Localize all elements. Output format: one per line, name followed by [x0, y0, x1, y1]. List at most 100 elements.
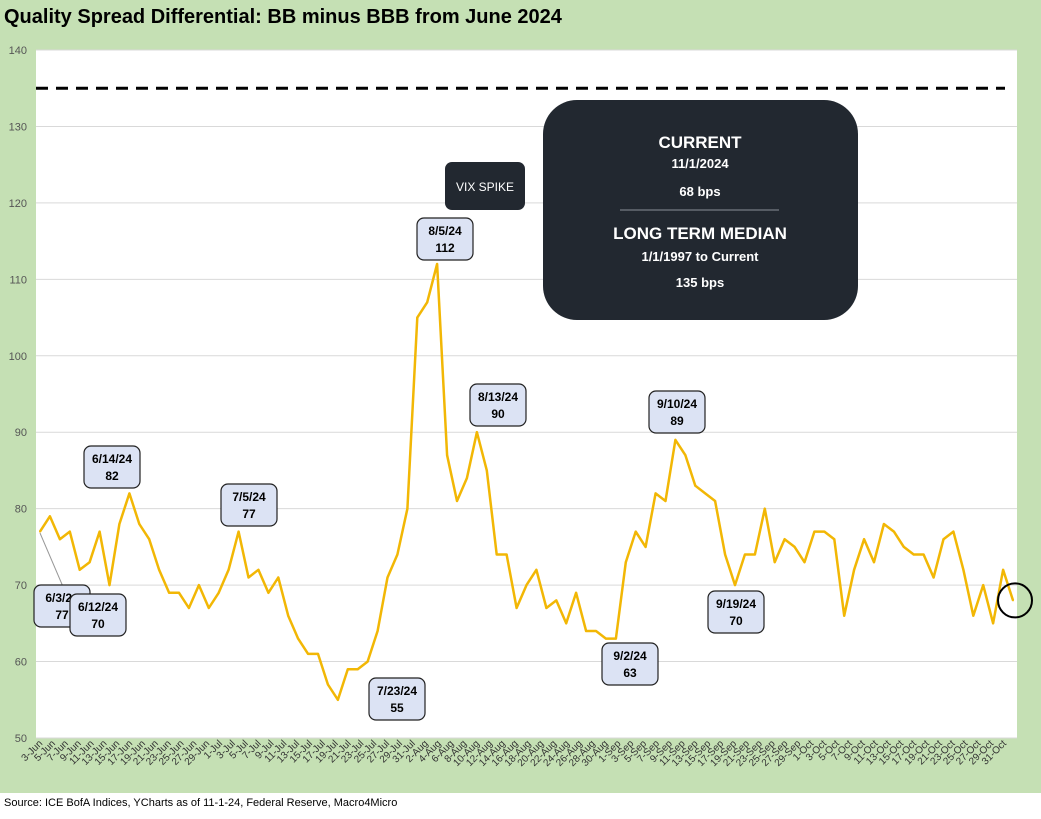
callout-9-19-24: 9/19/24 70 [707, 590, 765, 634]
data-point [187, 607, 190, 610]
data-point [535, 568, 538, 571]
data-point [247, 576, 250, 579]
callout-6-14-24: 6/14/24 82 [83, 445, 141, 489]
data-point [753, 553, 756, 556]
data-point [68, 530, 71, 533]
data-point [297, 637, 300, 640]
callout-value: 63 [623, 666, 637, 680]
callout-date: 7/23/24 [377, 684, 417, 698]
callout-date: 9/2/24 [613, 649, 647, 663]
median-range: 1/1/1997 to Current [641, 249, 759, 264]
data-point [674, 438, 677, 441]
callout-8-5-24: 8/5/24 112 [416, 217, 474, 261]
data-point [475, 431, 478, 434]
data-point [704, 492, 707, 495]
data-point [644, 545, 647, 548]
data-point [39, 530, 41, 533]
median-heading: LONG TERM MEDIAN [613, 224, 787, 243]
current-heading: CURRENT [658, 133, 742, 152]
data-point [982, 584, 985, 587]
data-point [575, 591, 578, 594]
data-point [456, 500, 458, 503]
y-tick-label: 90 [15, 427, 27, 439]
info-panel: CURRENT 11/1/2024 68 bps LONG TERM MEDIA… [543, 100, 858, 320]
callout-value: 112 [435, 241, 455, 255]
data-point [694, 484, 697, 487]
callout-date: 7/5/24 [232, 490, 266, 504]
callout-date: 6/12/24 [78, 600, 118, 614]
data-point [902, 545, 905, 548]
data-point [277, 576, 280, 579]
data-point [267, 591, 270, 594]
data-point [734, 584, 736, 587]
data-point [873, 561, 875, 564]
data-point [952, 530, 955, 533]
data-point [307, 652, 310, 655]
data-point [58, 538, 61, 541]
data-point [684, 454, 687, 457]
callout-value: 82 [105, 469, 119, 483]
data-point [853, 568, 856, 571]
data-point [714, 500, 717, 503]
data-point [366, 660, 369, 663]
data-point [972, 614, 975, 617]
data-callouts: 6/3/24776/12/24706/14/24827/5/24777/23/2… [33, 217, 765, 721]
data-point [912, 553, 915, 556]
data-point [88, 561, 91, 564]
x-axis-ticks: 3-Jun5-Jun7-Jun9-Jun11-Jun13-Jun15-Jun17… [20, 738, 1009, 769]
data-point [158, 568, 161, 571]
data-point [485, 469, 488, 472]
data-point [843, 614, 846, 617]
y-tick-label: 80 [15, 504, 27, 516]
data-point [555, 599, 558, 602]
vix-spike-text: VIX SPIKE [456, 180, 514, 194]
data-point [426, 301, 429, 304]
data-point [78, 568, 81, 571]
callout-date: 8/13/24 [478, 390, 518, 404]
callout-6-12-24: 6/12/24 70 [69, 593, 127, 637]
callout-value: 77 [55, 608, 69, 622]
data-point [773, 561, 776, 564]
y-tick-label: 120 [9, 198, 27, 210]
data-point [882, 522, 885, 525]
data-point [436, 263, 439, 266]
current-value: 68 bps [679, 184, 720, 199]
data-point [446, 454, 449, 457]
data-point [98, 530, 101, 533]
data-point [525, 584, 528, 587]
callout-9-2-24: 9/2/24 63 [601, 642, 659, 686]
series-points [39, 263, 1014, 701]
data-point [197, 584, 200, 587]
data-point [1012, 599, 1014, 602]
data-point [237, 530, 240, 533]
data-point [585, 629, 588, 632]
data-point [257, 568, 260, 571]
data-point [545, 607, 548, 610]
data-point [783, 538, 786, 541]
source-note: Source: ICE BofA Indices, YCharts as of … [4, 797, 398, 809]
chart-title: Quality Spread Differential: BB minus BB… [4, 6, 562, 28]
data-point [465, 477, 468, 480]
data-point [942, 538, 945, 541]
callout-value: 55 [390, 701, 404, 715]
callout-date: 9/19/24 [716, 597, 756, 611]
vix-spike-label: VIX SPIKE [445, 162, 525, 210]
data-point [168, 591, 171, 594]
data-point [743, 553, 746, 556]
data-point [138, 522, 141, 525]
callout-7-23-24: 7/23/24 55 [368, 677, 426, 721]
callout-7-5-24: 7/5/24 77 [220, 483, 278, 527]
data-point [793, 545, 796, 548]
data-point [416, 316, 419, 319]
data-point [227, 568, 230, 571]
line-chart: 50 60 70 80 90 100 110 120 130 140 3-Jun5-Jun7-Ju… [9, 45, 1033, 769]
data-point [962, 568, 965, 571]
y-tick-label: 100 [9, 351, 27, 363]
data-point [396, 553, 399, 556]
data-point [892, 530, 895, 533]
data-point [863, 538, 866, 541]
callout-value: 90 [491, 407, 505, 421]
data-point [922, 553, 925, 556]
data-point [207, 607, 210, 610]
data-point [833, 538, 836, 541]
